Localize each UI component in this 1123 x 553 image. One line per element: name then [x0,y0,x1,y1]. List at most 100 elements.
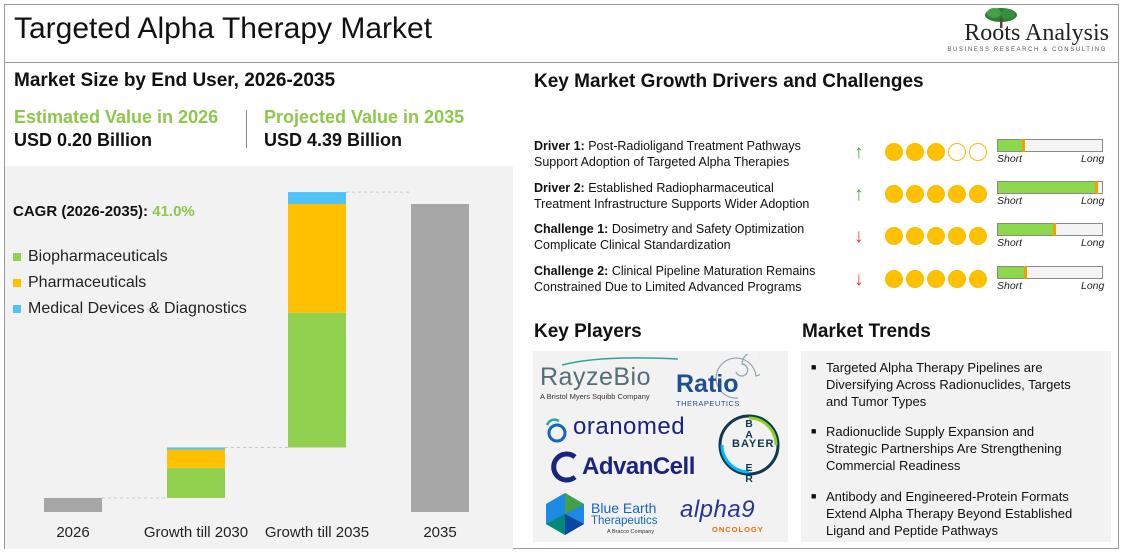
driver-tag: Driver 2: [534,181,585,195]
bayer-name: BAYER [732,438,775,450]
arrow-down-icon: ↓ [854,269,864,290]
ratio-name: Ratio [676,370,739,398]
rating-dot-filled [885,143,903,161]
advancell-mark-icon [551,451,577,483]
impact-bar [997,266,1103,279]
x-tick-label: Growth till 2035 [265,524,369,541]
rating-dot-filled [927,227,945,245]
alpha9-subtitle: ONCOLOGY [712,525,764,534]
rating-dot-filled [948,227,966,245]
challenge-tag: Challenge 1: [534,222,609,236]
rating-dot-filled [969,227,987,245]
rating-dot-filled [906,185,924,203]
rating-dots [885,185,987,203]
cagr-label: CAGR (2026-2035): [13,203,149,220]
legend-swatch [13,253,21,261]
estimated-value: USD 0.20 Billion [14,130,153,150]
trend-line: Antibody and Engineered-Protein Formats [826,489,1069,504]
x-tick-label: Growth till 2030 [144,524,248,541]
legend-label: Medical Devices & Diagnostics [28,300,247,317]
rayzebio-subtitle: A Bristol Myers Squibb Company [540,392,650,401]
rating-dot-filled [969,185,987,203]
challenge-tag: Challenge 2: [534,264,609,278]
trend-line: Ligand and Peptide Pathways [826,523,999,538]
trend-line: Commercial Readiness [826,458,961,473]
trend-item: Targeted Alpha Therapy Pipelines are Dive… [826,359,1120,410]
driver-line2: Treatment Infrastructure Supports Wider … [534,197,810,211]
logo-wordmark: Roots Analysis [964,20,1109,46]
roots-analysis-logo: Roots Analysis BUSINESS RESEARCH & CONSU… [947,6,1109,56]
challenge-line2: Constrained Due to Limited Advanced Prog… [534,280,802,294]
projected-label: Projected Value in 2035 [264,107,465,127]
driver-1-text: Driver 1: Post-Radioligand Treatment Pat… [534,138,854,170]
rating-dot-filled [906,227,924,245]
impact-short-label: Short [997,195,1023,207]
impact-bar-marker [1024,266,1028,279]
ratio-subtitle: THERAPEUTICS [676,399,740,408]
impact-bar-fill [998,140,1024,151]
logo-tagline: BUSINESS RESEARCH & CONSULTING [947,47,1107,53]
bar-segment-biopharmaceuticals [167,467,225,498]
bar-segment-biopharmaceuticals [288,312,346,448]
bar-segment-medical-devices-diagnostics [167,447,225,450]
bar-segment-medical-devices-diagnostics [288,192,346,204]
bar-segment-pharmaceuticals [288,204,346,313]
legend-item-pharmaceuticals: Pharmaceuticals [13,270,247,296]
blue-earth-hexagon-icon [546,493,584,535]
bullet-icon: ■ [811,362,817,372]
rating-dot-filled [948,270,966,288]
trend-line: Diversifying Across Radionuclides, Targe… [826,377,1071,392]
estimated-label: Estimated Value in 2026 [14,107,219,127]
market-size-title: Market Size by End User, 2026-2035 [14,70,336,91]
oranomed-name: oranomed [573,413,686,440]
legend-label: Pharmaceuticals [28,274,147,291]
rating-dot-empty [948,143,966,161]
rating-dot-filled [885,227,903,245]
driver-line2: Support Adoption of Targeted Alpha Thera… [534,155,790,169]
driver-2-text: Driver 2: Established Radiopharmaceutica… [534,180,854,212]
impact-long-label: Long [1081,280,1105,292]
rating-dot-filled [969,270,987,288]
market-trends-title: Market Trends [802,321,931,342]
key-players-title: Key Players [534,321,642,342]
oranomed-mark-icon [545,418,567,443]
infographic-frame [4,4,1119,549]
trend-item: Radionuclide Supply Expansion and Strateg… [826,423,1120,474]
alpha9-logo: alpha9 ONCOLOGY [680,496,763,534]
impact-short-label: Short [997,153,1023,165]
rating-dot-empty [969,143,987,161]
arrow-up-icon: ↑ [854,184,864,205]
bar-segment-total [411,204,469,512]
challenge-1-text: Challenge 1: Dosimetry and Safety Optimi… [534,221,854,253]
challenge-line1: Clinical Pipeline Maturation Remains [611,264,816,278]
ratio-spiral-icon [715,354,760,399]
rating-dots [885,270,987,288]
impact-bar [997,181,1103,194]
ratio-logo: Ratio THERAPEUTICS [676,354,760,408]
legend-item-medical-devices: Medical Devices & Diagnostics [13,296,247,322]
alpha9-name: alpha9 [680,496,756,523]
rating-dots [885,227,987,245]
drivers-title: Key Market Growth Drivers and Challenges [534,71,924,92]
rayzebio-name: RayzeBio [540,363,651,391]
impact-bar-fill [998,182,1097,193]
impact-bar-marker [1053,223,1057,236]
advancell-name: AdvanCell [582,453,695,480]
rating-dots [885,143,987,161]
bar-segment-total [44,497,102,512]
rating-dot-filled [927,185,945,203]
impact-short-label: Short [997,237,1023,249]
x-tick-label: 2026 [56,524,89,541]
trend-line: Targeted Alpha Therapy Pipelines are [826,360,1043,375]
rating-dot-filled [906,143,924,161]
rayzebio-logo: RayzeBio A Bristol Myers Squibb Company [540,357,679,401]
impact-long-label: Long [1081,153,1105,165]
impact-bar [997,139,1103,152]
rating-dot-filled [948,185,966,203]
impact-short-label: Short [997,280,1023,292]
cagr-value: 41.0% [152,203,195,220]
market-trends-panel [801,351,1111,542]
legend-label: Biopharmaceuticals [28,248,168,265]
